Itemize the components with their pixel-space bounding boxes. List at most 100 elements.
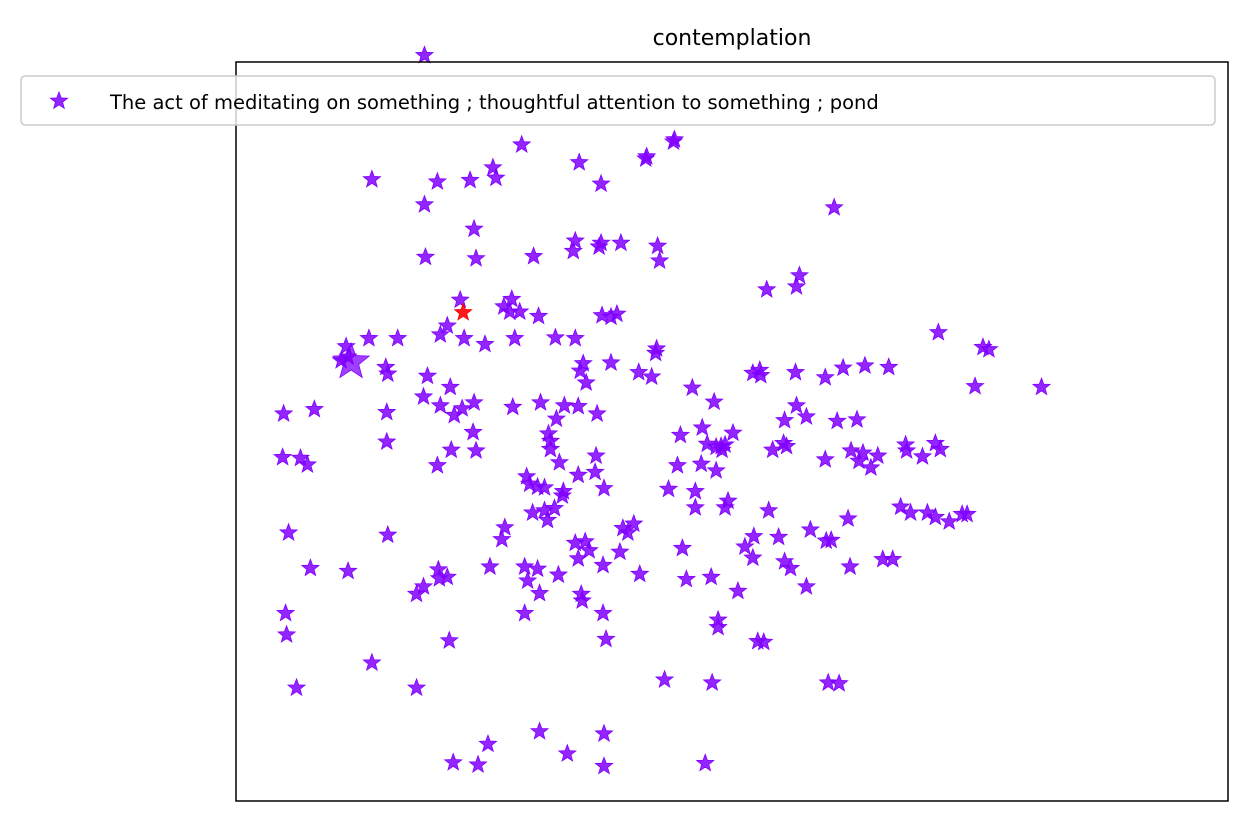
data-point [427, 171, 448, 190]
data-point [610, 541, 630, 561]
data-point [965, 376, 985, 395]
data-point [278, 522, 299, 541]
data-point [568, 464, 588, 484]
data-point [670, 425, 691, 444]
data-point [796, 576, 817, 595]
data-point [272, 447, 293, 466]
data-point [537, 510, 558, 529]
data-point [492, 529, 512, 548]
data-point [557, 743, 577, 762]
data-point [460, 170, 480, 189]
data-point [708, 617, 728, 636]
legend-star [49, 90, 69, 110]
data-point [821, 529, 841, 549]
data-point [596, 629, 616, 648]
data-point [800, 519, 821, 538]
data-point [789, 265, 810, 284]
data-point [594, 478, 614, 497]
data-point [624, 513, 644, 533]
data-point [430, 324, 450, 343]
data-point [428, 559, 449, 578]
data-point [517, 466, 537, 485]
data-point [466, 440, 486, 459]
data-point [768, 527, 789, 546]
data-point [510, 301, 530, 320]
data-point [786, 276, 807, 295]
data-point [579, 540, 599, 559]
data-point [786, 395, 807, 414]
data-point [587, 403, 607, 422]
data-point [359, 328, 379, 347]
data-point [853, 442, 873, 462]
data-point [571, 583, 591, 603]
data-point [692, 417, 712, 437]
data-point [728, 580, 748, 600]
data-point [529, 583, 550, 602]
data-point [486, 167, 506, 187]
data-point [702, 672, 722, 691]
data-point [378, 363, 398, 383]
data-point [534, 500, 555, 519]
data-point [818, 672, 838, 691]
data-point [715, 497, 735, 516]
data-point [649, 250, 670, 269]
data-point [900, 502, 921, 521]
data-point [503, 396, 523, 416]
data-point [840, 556, 860, 575]
data-point [847, 409, 867, 428]
data-point [444, 405, 464, 424]
data-point [780, 558, 801, 577]
data-point [515, 603, 535, 622]
data-point [685, 497, 705, 516]
data-point [774, 410, 795, 429]
data-point [939, 511, 959, 530]
data-point [454, 328, 474, 347]
data-point [868, 445, 888, 465]
data-point [518, 570, 538, 589]
data-point [377, 431, 397, 451]
data-point [979, 339, 999, 358]
data-point [466, 248, 486, 267]
data-point [667, 455, 688, 474]
data-point [475, 334, 495, 353]
data-point [553, 481, 574, 500]
data-point [630, 563, 650, 583]
data-point [594, 723, 614, 742]
data-point [304, 399, 325, 418]
data-point [957, 504, 977, 523]
data-point [548, 564, 569, 584]
data-point [611, 232, 631, 252]
data-point [743, 547, 763, 567]
data-point [378, 524, 398, 544]
data-point [585, 461, 605, 481]
data-point [417, 365, 438, 385]
data-point [576, 372, 596, 391]
data-point [629, 362, 649, 381]
data-point [565, 328, 585, 347]
data-point [437, 315, 457, 335]
data-point [607, 303, 627, 323]
data-point [591, 173, 611, 193]
data-point [414, 45, 435, 64]
data-point [704, 391, 724, 411]
data-point [362, 169, 382, 188]
data-point [697, 433, 717, 453]
data-point [838, 508, 858, 527]
data-points [272, 45, 1052, 775]
data-point [841, 440, 861, 459]
data-point [415, 246, 436, 266]
data-point [855, 355, 875, 374]
data-point [618, 522, 638, 541]
data-point [495, 517, 515, 536]
legend: The act of meditating on something ; tho… [20, 75, 1216, 126]
data-point [1031, 377, 1052, 396]
data-point [565, 230, 585, 250]
data-point [300, 558, 321, 577]
data-point [695, 753, 715, 772]
chart-title: contemplation [653, 26, 812, 51]
plot-frame [235, 61, 1229, 802]
data-point [676, 569, 697, 588]
data-point [540, 439, 561, 458]
data-point [815, 449, 835, 468]
data-point [750, 360, 770, 379]
